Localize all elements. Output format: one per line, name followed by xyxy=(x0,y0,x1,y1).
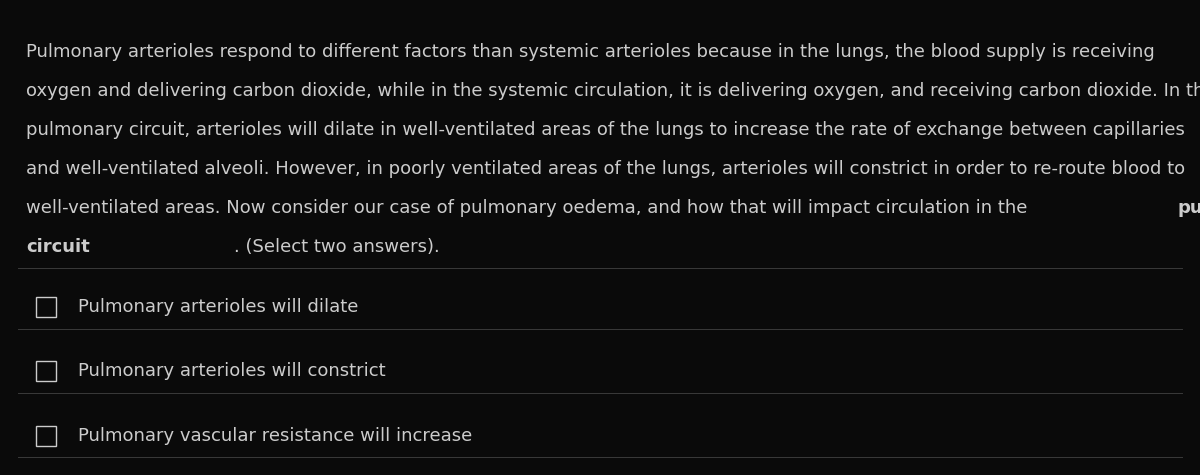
Text: Pulmonary arterioles respond to different factors than systemic arterioles becau: Pulmonary arterioles respond to differen… xyxy=(26,43,1156,61)
Text: circuit: circuit xyxy=(26,238,90,256)
Text: . (Select two answers).: . (Select two answers). xyxy=(234,238,440,256)
Text: pulmonary circuit, arterioles will dilate in well-ventilated areas of the lungs : pulmonary circuit, arterioles will dilat… xyxy=(26,121,1186,139)
Text: pulmonary: pulmonary xyxy=(1177,199,1200,217)
Text: oxygen and delivering carbon dioxide, while in the systemic circulation, it is d: oxygen and delivering carbon dioxide, wh… xyxy=(26,82,1200,100)
Text: Pulmonary vascular resistance will increase: Pulmonary vascular resistance will incre… xyxy=(78,427,473,445)
Text: and well-ventilated alveoli. However, in poorly ventilated areas of the lungs, a: and well-ventilated alveoli. However, in… xyxy=(26,160,1186,178)
Text: well-ventilated areas. Now consider our case of pulmonary oedema, and how that w: well-ventilated areas. Now consider our … xyxy=(26,199,1033,217)
Text: Pulmonary arterioles will constrict: Pulmonary arterioles will constrict xyxy=(78,362,385,380)
Text: Pulmonary arterioles will dilate: Pulmonary arterioles will dilate xyxy=(78,298,359,316)
